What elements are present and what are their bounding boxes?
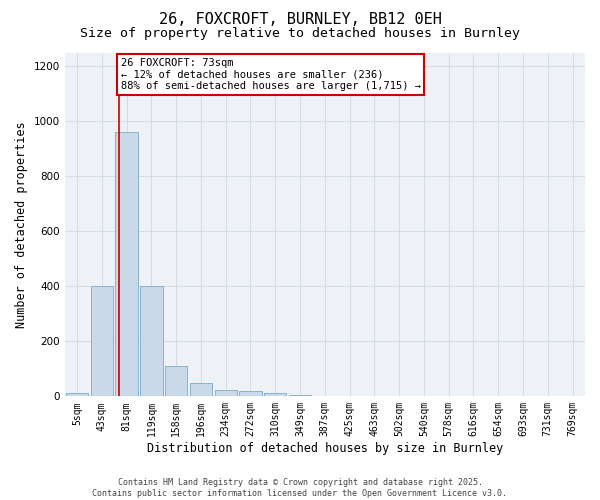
Bar — [289, 395, 311, 396]
Bar — [140, 286, 163, 397]
Bar — [264, 393, 286, 396]
X-axis label: Distribution of detached houses by size in Burnley: Distribution of detached houses by size … — [147, 442, 503, 455]
Text: Size of property relative to detached houses in Burnley: Size of property relative to detached ho… — [80, 28, 520, 40]
Bar — [115, 132, 138, 396]
Bar — [190, 382, 212, 396]
Bar — [66, 393, 88, 396]
Bar — [239, 392, 262, 396]
Bar — [165, 366, 187, 396]
Bar — [215, 390, 237, 396]
Y-axis label: Number of detached properties: Number of detached properties — [15, 121, 28, 328]
Text: 26 FOXCROFT: 73sqm
← 12% of detached houses are smaller (236)
88% of semi-detach: 26 FOXCROFT: 73sqm ← 12% of detached hou… — [121, 58, 421, 91]
Text: 26, FOXCROFT, BURNLEY, BB12 0EH: 26, FOXCROFT, BURNLEY, BB12 0EH — [158, 12, 442, 28]
Bar — [91, 286, 113, 397]
Text: Contains HM Land Registry data © Crown copyright and database right 2025.
Contai: Contains HM Land Registry data © Crown c… — [92, 478, 508, 498]
